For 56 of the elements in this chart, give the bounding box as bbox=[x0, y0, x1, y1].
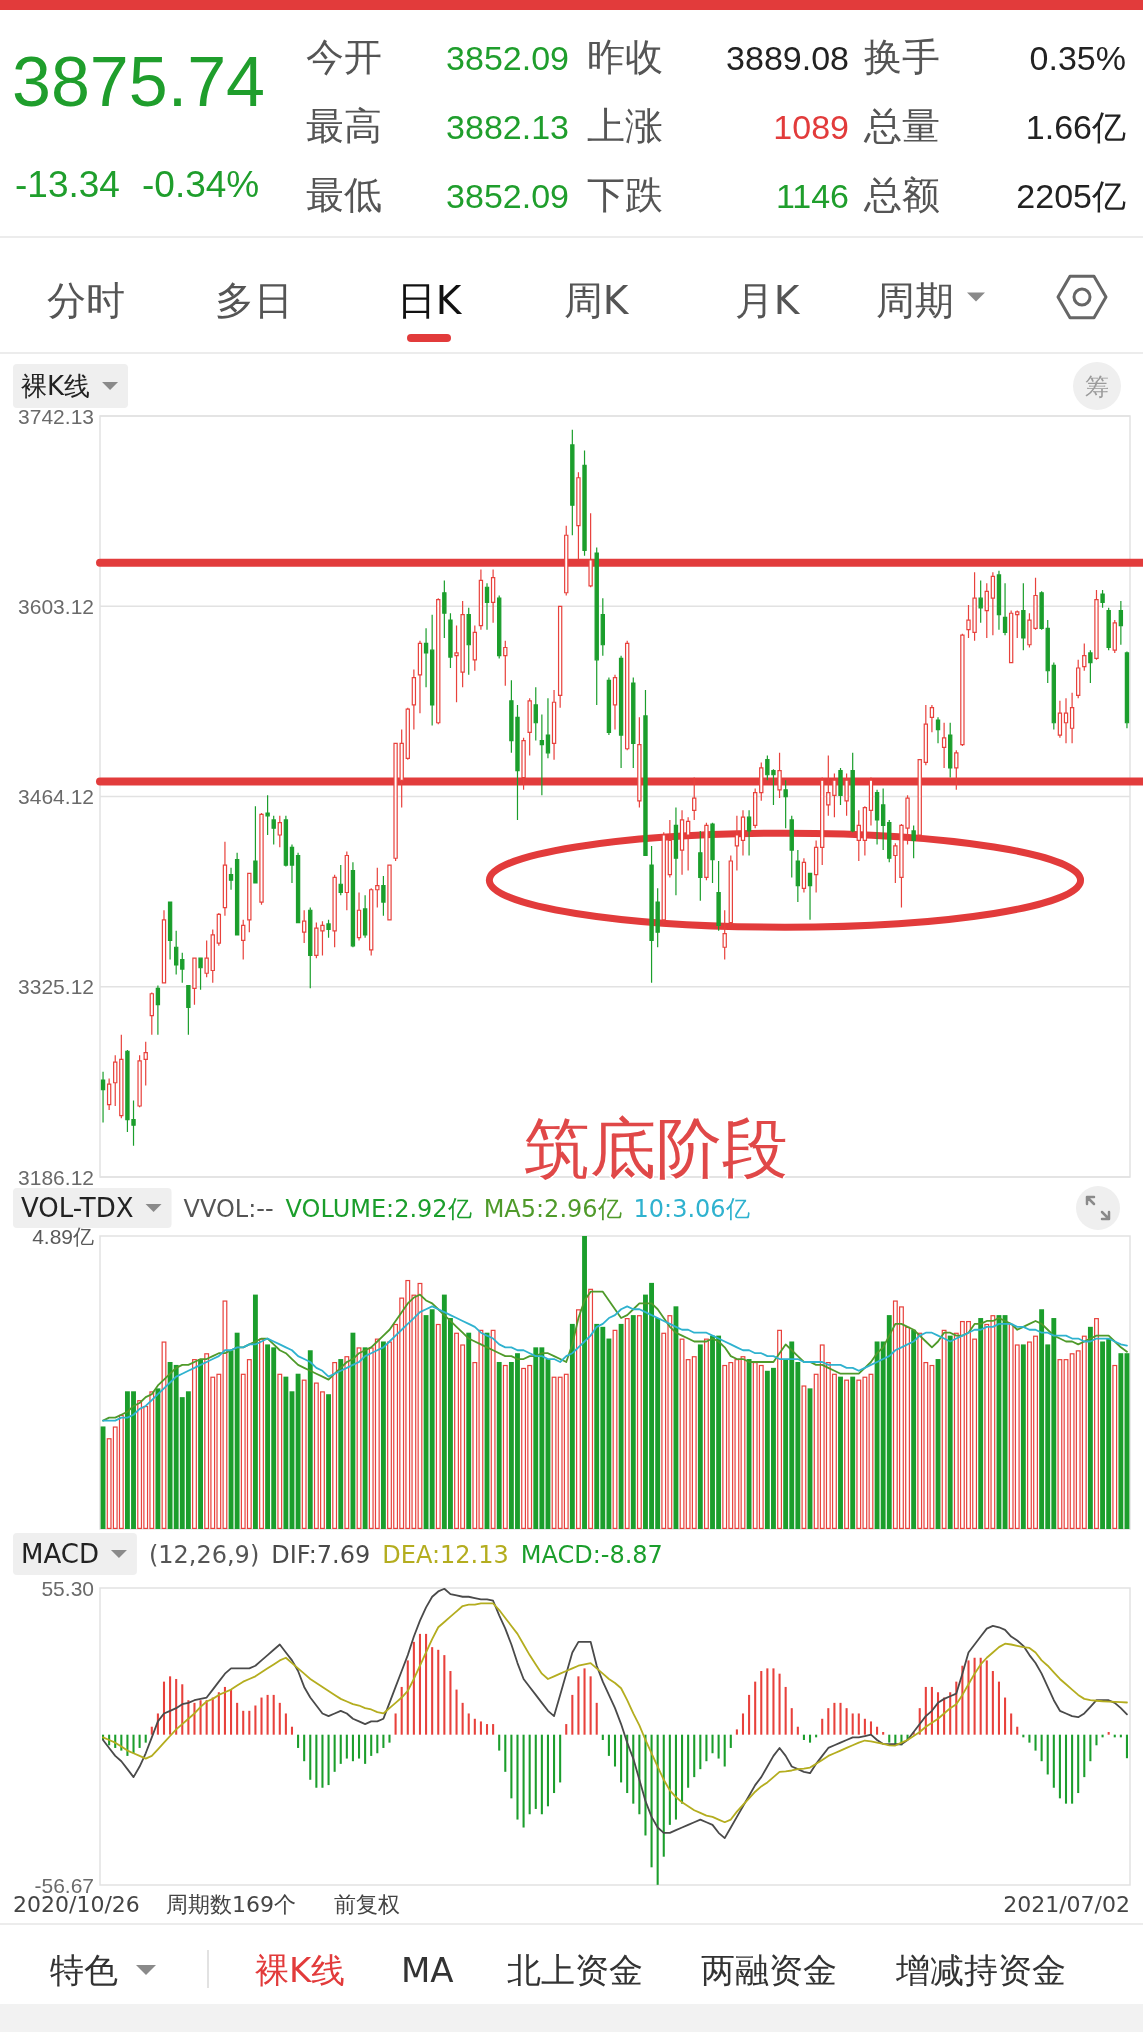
text: 前复权 bbox=[334, 1892, 400, 1917]
chart-subtitle: VVOL:-- bbox=[183, 1194, 274, 1223]
text: 总额 bbox=[863, 173, 940, 217]
y-tick-label: 3186.12 bbox=[18, 1165, 94, 1189]
text: 下跌 bbox=[587, 173, 663, 217]
text: 总量 bbox=[863, 104, 940, 148]
text: VOLUME:2.92亿 bbox=[285, 1194, 472, 1223]
text: 3852.09 bbox=[446, 39, 569, 77]
text: 4.89亿 bbox=[32, 1225, 94, 1248]
text: 分时 bbox=[47, 278, 125, 323]
text: 3852.09 bbox=[446, 177, 569, 215]
text: 1.66亿 bbox=[1025, 108, 1126, 146]
text: DIF:7.69 bbox=[271, 1540, 371, 1569]
text: 周期数169个 bbox=[166, 1892, 296, 1917]
chart-title: 裸K线 bbox=[21, 371, 91, 402]
text: 裸K线 bbox=[255, 1950, 346, 1990]
text: 换手 bbox=[864, 35, 940, 79]
text: -0.34% bbox=[142, 164, 260, 205]
y-tick-label: 3464.12 bbox=[18, 785, 94, 809]
y-tick-label: 3742.13 bbox=[18, 404, 94, 428]
text: MACD:-8.87 bbox=[520, 1540, 663, 1569]
text: 周K bbox=[563, 278, 630, 323]
text: 日K bbox=[396, 278, 463, 323]
text: 昨收 bbox=[587, 35, 663, 79]
annotation: 筑底阶段 bbox=[524, 1110, 789, 1187]
text: 增减持资金 bbox=[895, 1950, 1066, 1990]
text: 多日 bbox=[215, 278, 293, 323]
text: 最低 bbox=[306, 173, 382, 217]
text: 筹 bbox=[1085, 373, 1109, 401]
text: 周期 bbox=[876, 278, 954, 323]
text: 1146 bbox=[775, 177, 849, 215]
text: 1089 bbox=[773, 108, 849, 146]
text: 3889.08 bbox=[726, 39, 849, 77]
y-tick-label: 3325.12 bbox=[18, 975, 94, 999]
text: 10:3.06亿 bbox=[633, 1194, 750, 1223]
text: 特色 bbox=[50, 1950, 118, 1990]
chart-title: VOL-TDX bbox=[21, 1193, 134, 1224]
series-label: DEA:12.13 bbox=[382, 1540, 509, 1569]
text: 3882.13 bbox=[446, 108, 569, 146]
text: 3875.74 bbox=[12, 43, 266, 121]
y-tick-label: 55.30 bbox=[41, 1576, 94, 1600]
text: MA bbox=[401, 1950, 454, 1990]
text: 两融资金 bbox=[701, 1950, 837, 1990]
text: 今开 bbox=[306, 35, 382, 79]
y-tick-label: 3603.12 bbox=[18, 594, 94, 618]
text: -13.34 bbox=[15, 164, 120, 205]
text: MA5:2.96亿 bbox=[483, 1194, 622, 1223]
text: 2021/07/02 bbox=[1003, 1892, 1130, 1917]
text: 上涨 bbox=[587, 104, 663, 148]
text: 月K bbox=[734, 278, 801, 323]
chart-subtitle: (12,26,9) bbox=[148, 1540, 260, 1569]
chart-title: MACD bbox=[21, 1539, 99, 1570]
text: 0.35% bbox=[1029, 39, 1126, 77]
text: 北上资金 bbox=[507, 1950, 643, 1990]
text: 最高 bbox=[306, 104, 382, 148]
text: 2205亿 bbox=[1016, 177, 1126, 215]
